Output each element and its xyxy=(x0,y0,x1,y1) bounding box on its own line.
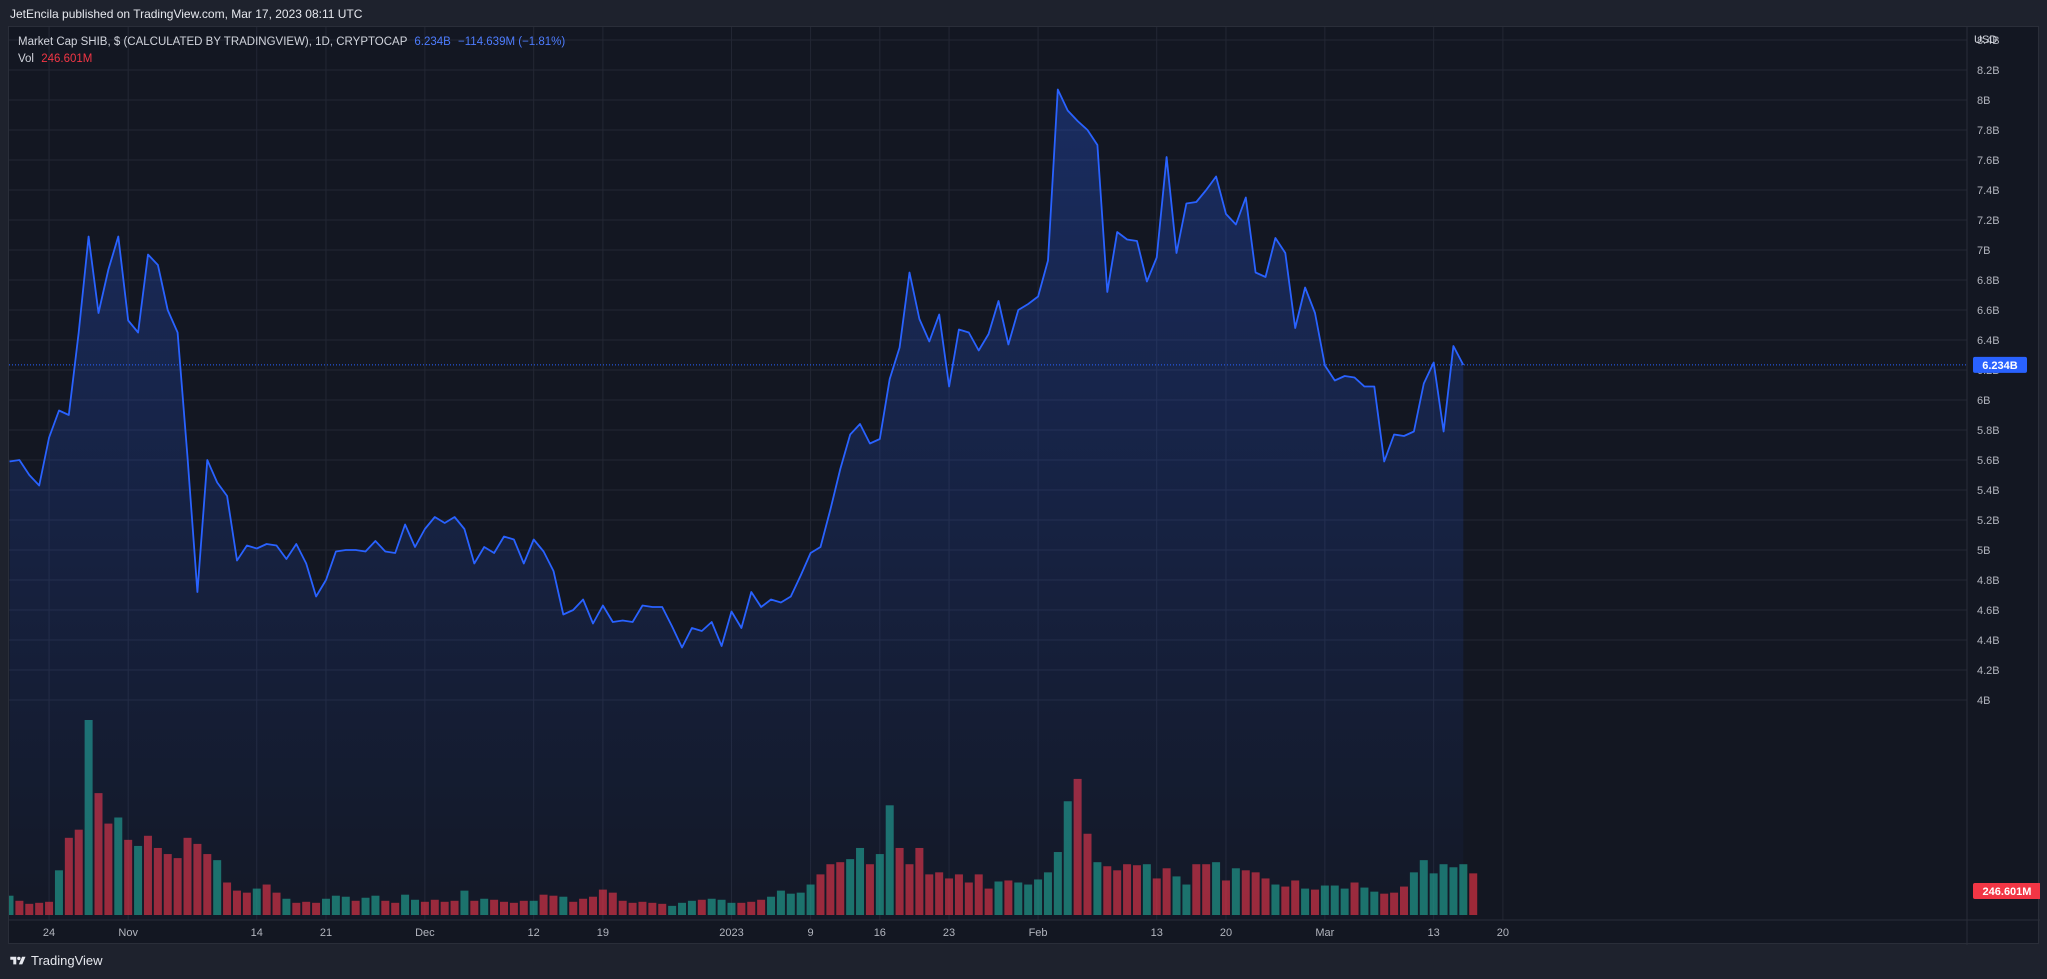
x-tick-label: 20 xyxy=(1220,927,1232,939)
x-tick-label: 24 xyxy=(43,927,55,939)
y-tick-label: 7.6B xyxy=(1977,155,2000,167)
x-tick-label: 12 xyxy=(528,927,540,939)
x-tick-label: 13 xyxy=(1151,927,1163,939)
volume-tag xyxy=(1973,883,2040,899)
legend-vol-label: Vol xyxy=(18,53,34,65)
legend-last-value: 6.234B xyxy=(414,36,451,48)
legend-change: −114.639M (−1.81%) xyxy=(458,36,566,48)
y-tick-label: 4.4B xyxy=(1977,635,2000,647)
y-tick-label: 8.2B xyxy=(1977,65,2000,77)
y-tick-label: 6.4B xyxy=(1977,335,2000,347)
y-tick-label: 6B xyxy=(1977,395,1990,407)
tradingview-brand[interactable]: TradingView xyxy=(10,953,103,968)
y-tick-label: 5.6B xyxy=(1977,455,2000,467)
y-tick-label: 5.4B xyxy=(1977,485,2000,497)
legend-vol-value: 246.601M xyxy=(41,53,93,65)
brand-name: TradingView xyxy=(31,953,103,968)
volume-bar xyxy=(1469,873,1478,915)
y-tick-label: 5.2B xyxy=(1977,515,2000,527)
last-price-tag-text: 6.234B xyxy=(1982,360,2018,372)
x-tick-label: 23 xyxy=(943,927,955,939)
y-tick-label: 5.8B xyxy=(1977,425,2000,437)
x-tick-label: 20 xyxy=(1497,927,1509,939)
price-line xyxy=(9,88,1465,649)
last-price-tag xyxy=(1973,356,2027,373)
x-tick-label: 19 xyxy=(597,927,609,939)
x-tick-label: Mar xyxy=(1315,927,1334,939)
chart-legend-main[interactable]: Market Cap SHIB, $ (CALCULATED BY TRADIN… xyxy=(18,36,565,48)
axes: 4B 4.2B 4.4B 4.6B 4.8B 5B 5.2B 5.4B 5.6B 5.8B 6B 6.… xyxy=(9,27,2040,945)
x-tick-label: 21 xyxy=(320,927,332,939)
y-tick-label: 8B xyxy=(1977,95,1990,107)
y-tick-label: 6.8B xyxy=(1977,275,2000,287)
price-area xyxy=(9,88,1465,920)
tradingview-logo-icon xyxy=(10,956,26,964)
x-tick-label: Nov xyxy=(118,927,138,939)
volume-bar xyxy=(1459,864,1468,915)
x-tick-label: 9 xyxy=(808,927,814,939)
publisher-line: JetEncila published on TradingView.com, … xyxy=(10,7,363,21)
chart-legend-volume[interactable]: Vol 246.601M xyxy=(18,53,92,65)
price-chart[interactable]: 4B 4.2B 4.4B 4.6B 4.8B 5B 5.2B 5.4B 5.6B 5.8B 6B 6.… xyxy=(9,27,2040,945)
y-tick-label: 7B xyxy=(1977,245,1990,257)
x-tick-label: 16 xyxy=(874,927,886,939)
y-tick-label: 4.8B xyxy=(1977,575,2000,587)
price-area-fill xyxy=(9,89,1464,920)
volume-tag-text: 246.601M xyxy=(1983,886,2032,898)
x-tick-label: Dec xyxy=(415,927,435,939)
x-tick-label: Feb xyxy=(1029,927,1048,939)
y-tick-label: 4.6B xyxy=(1977,605,2000,617)
y-tick-label: 4B xyxy=(1977,695,1990,707)
x-tick-label: 13 xyxy=(1428,927,1440,939)
y-tick-label: 6.6B xyxy=(1977,305,2000,317)
x-tick-label: 14 xyxy=(251,927,263,939)
chart-panel[interactable]: 4B 4.2B 4.4B 4.6B 4.8B 5B 5.2B 5.4B 5.6B 5.8B 6B 6.… xyxy=(8,26,2040,945)
y-tick-label: 5B xyxy=(1977,545,1990,557)
y-tick-label: 7.4B xyxy=(1977,185,2000,197)
x-tick-label: 2023 xyxy=(719,927,743,939)
y-tick-label: 8.4B xyxy=(1977,35,2000,47)
currency-label[interactable]: USD xyxy=(1974,34,1998,46)
y-tick-label: 7.8B xyxy=(1977,125,2000,137)
y-tick-label: 4.2B xyxy=(1977,665,2000,677)
y-tick-label: 7.2B xyxy=(1977,215,2000,227)
legend-title: Market Cap SHIB, $ (CALCULATED BY TRADIN… xyxy=(18,36,408,48)
